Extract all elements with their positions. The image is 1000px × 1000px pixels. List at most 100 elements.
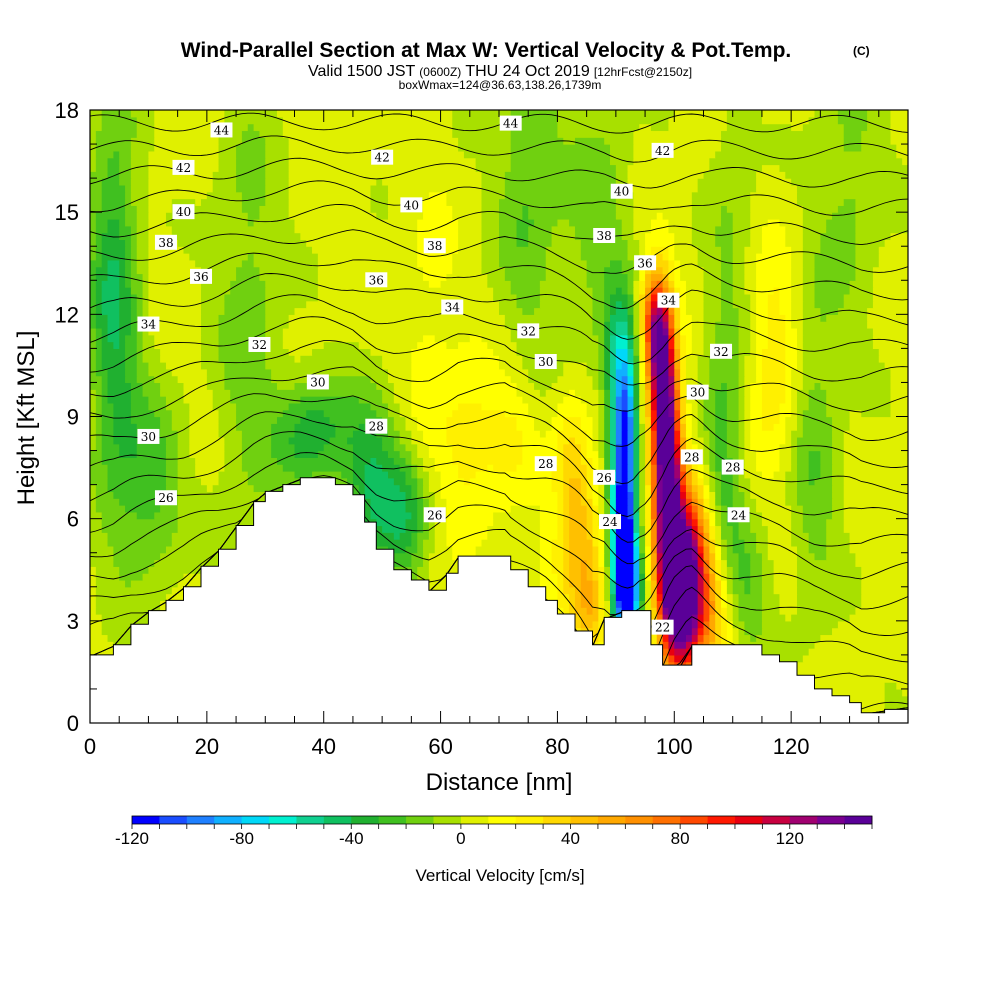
w-cell xyxy=(691,614,699,622)
w-cell xyxy=(218,327,266,336)
w-cell xyxy=(201,307,225,315)
contour-label-bg xyxy=(534,354,557,370)
w-cell xyxy=(680,287,687,295)
w-cell xyxy=(417,505,424,513)
w-cell xyxy=(125,362,138,370)
w-cell xyxy=(487,525,541,533)
theta-contour-32 xyxy=(90,411,908,518)
colorbar-tick-label: 80 xyxy=(671,829,690,848)
w-cell xyxy=(423,491,436,499)
w-cell xyxy=(680,491,687,499)
w-cell xyxy=(592,525,599,533)
w-cell xyxy=(154,511,179,520)
w-cell xyxy=(236,402,290,411)
w-cell xyxy=(592,511,599,520)
w-cell xyxy=(610,348,617,356)
w-cell xyxy=(843,511,908,520)
w-cell xyxy=(154,116,225,125)
w-cell xyxy=(715,423,728,431)
w-cell xyxy=(645,505,652,513)
w-cell xyxy=(107,225,120,234)
w-cell xyxy=(382,416,395,424)
w-cell xyxy=(656,457,675,465)
w-cell xyxy=(750,307,757,315)
w-cell xyxy=(130,178,150,186)
w-cell xyxy=(592,457,599,465)
w-cell xyxy=(136,205,150,213)
w-cell xyxy=(160,416,173,424)
w-cell xyxy=(405,525,418,533)
w-cell xyxy=(709,477,716,486)
w-cell xyxy=(645,552,652,561)
w-cell xyxy=(732,620,745,629)
w-cell xyxy=(703,484,710,493)
w-cell xyxy=(399,450,412,458)
w-cell xyxy=(691,409,699,418)
w-cell xyxy=(580,559,588,567)
w-cell xyxy=(276,382,296,390)
w-cell xyxy=(113,150,120,159)
w-cell xyxy=(539,505,559,513)
w-cell xyxy=(615,171,629,179)
w-cell xyxy=(697,511,705,520)
w-cell xyxy=(458,137,512,145)
contour-label-text: 22 xyxy=(655,621,670,635)
w-cell xyxy=(633,559,640,567)
w-cell xyxy=(750,477,786,486)
w-cell xyxy=(610,525,617,533)
w-cell xyxy=(154,144,220,152)
w-cell xyxy=(656,586,664,595)
w-cell xyxy=(586,362,599,370)
w-cell xyxy=(130,280,144,288)
w-cell xyxy=(499,253,547,261)
w-cell xyxy=(545,259,588,268)
w-cell xyxy=(627,273,634,281)
w-cell xyxy=(656,579,664,588)
w-cell xyxy=(230,389,383,397)
w-cell xyxy=(592,464,599,472)
w-cell xyxy=(417,518,424,527)
w-cell xyxy=(808,464,821,472)
w-cell xyxy=(621,436,629,445)
colorbar-swatch xyxy=(597,816,626,824)
w-cell xyxy=(241,205,261,213)
w-cell xyxy=(796,191,908,200)
w-cell xyxy=(493,348,518,356)
w-cell xyxy=(598,505,605,513)
w-cell xyxy=(715,579,722,588)
w-cell xyxy=(662,579,699,588)
w-cell xyxy=(604,137,634,145)
w-cell xyxy=(90,545,114,554)
w-cell xyxy=(715,436,728,445)
w-cell xyxy=(890,123,908,132)
w-cell xyxy=(639,355,646,363)
w-cell xyxy=(668,321,675,329)
w-cell xyxy=(779,450,792,458)
w-cell xyxy=(802,362,886,370)
w-cell xyxy=(125,184,132,193)
w-cell xyxy=(656,253,664,261)
w-cell xyxy=(189,443,225,452)
w-cell xyxy=(639,579,646,588)
w-cell xyxy=(90,600,97,608)
w-cell xyxy=(697,614,705,622)
w-cell xyxy=(639,464,646,472)
w-cell xyxy=(738,477,751,486)
contour-label-bg xyxy=(371,149,394,165)
w-cell xyxy=(615,464,623,472)
contour-label-text: 28 xyxy=(538,457,553,471)
w-cell xyxy=(604,266,623,275)
w-cell xyxy=(656,402,670,411)
w-cell xyxy=(680,409,687,418)
theta-contour-36 xyxy=(90,316,908,386)
w-cell xyxy=(656,511,664,520)
w-cell xyxy=(125,273,132,281)
w-cell xyxy=(598,389,605,397)
w-cell xyxy=(855,552,908,561)
w-cell xyxy=(697,484,705,493)
w-cell xyxy=(715,525,722,533)
w-cell xyxy=(107,470,167,479)
w-cell xyxy=(101,341,114,349)
w-cell xyxy=(738,614,763,622)
w-cell xyxy=(656,450,675,458)
